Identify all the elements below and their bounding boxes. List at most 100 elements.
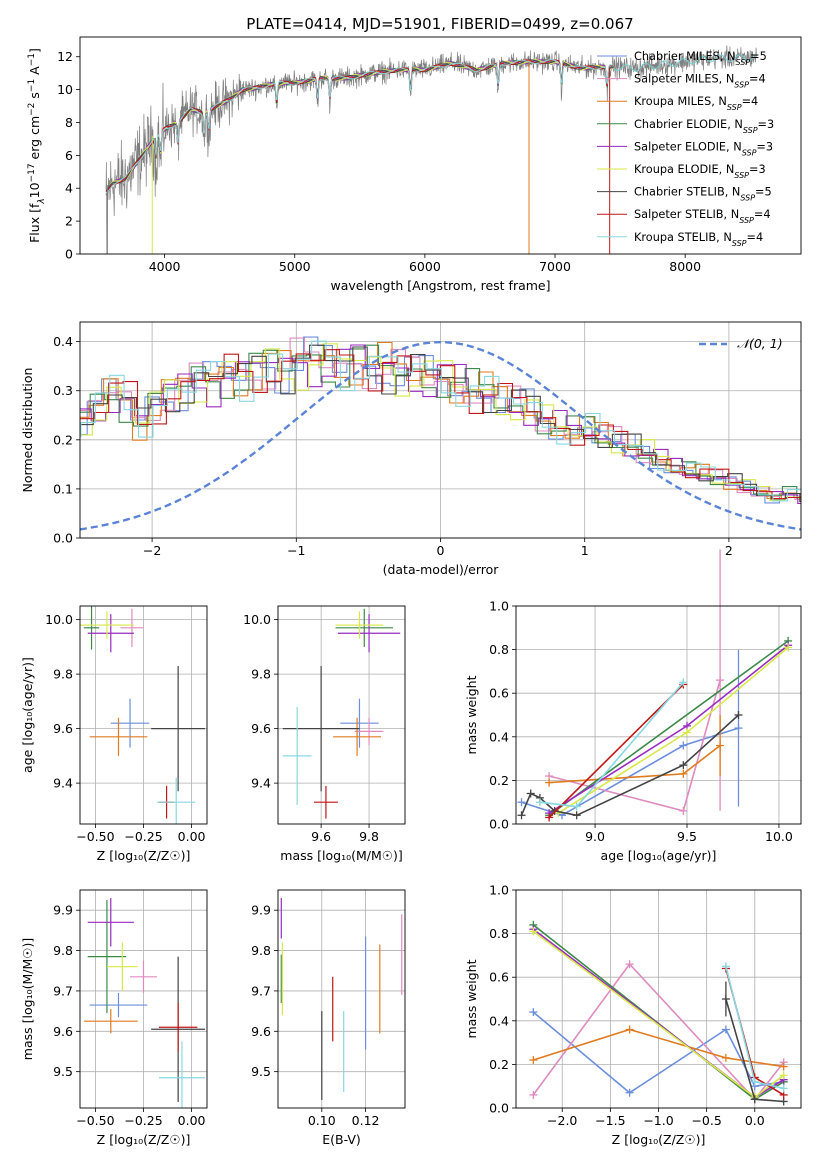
age_vs_mass-panel: 9.6 9.8 9.4 9.6 9.8 10.0 mass [log₁₀(M/M☉)]: [243, 605, 406, 863]
spectrum-panel: 4000 5000 6000 7000 8000 0 2 4 6 8 10 12 wavelength …: [27, 36, 802, 293]
y-axis-label-part: erg cm: [27, 116, 42, 164]
x-tick-label: 0.00: [178, 1113, 206, 1128]
y-tick-label: 4: [65, 181, 73, 196]
model-line-extension: [613, 53, 757, 72]
y-tick-label: 0.8: [489, 926, 509, 941]
legend-label-n: =5: [755, 186, 772, 199]
legend-label-sub: SSP: [735, 58, 750, 67]
y-tick-label: 9.6: [251, 1024, 271, 1039]
x-axis-label: Z [log₁₀(Z/Z☉)]: [612, 1132, 706, 1147]
y-axis-label: mass weight: [464, 675, 479, 754]
legend-label-sub: SSP: [743, 125, 758, 134]
y-tick-label: 0.6: [489, 970, 509, 985]
x-tick-label: 4000: [149, 259, 181, 274]
x-tick-label: 0.0: [745, 1113, 765, 1128]
y-tick-label: 0.4: [489, 729, 509, 744]
legend-label-text: Salpeter ELODIE, N: [634, 140, 742, 153]
x-tick-label: 9.0: [585, 829, 605, 844]
y-tick-label: 9.6: [53, 721, 73, 736]
x-tick-label: 6000: [409, 259, 441, 274]
normal-curve: [79, 341, 802, 531]
x-tick-label: 0.10: [308, 1113, 336, 1128]
y-axis-label-part: A: [27, 66, 42, 79]
x-tick-label: 9.6: [311, 829, 331, 844]
legend-label-n: =3: [756, 140, 773, 153]
legend-label-n: =3: [758, 118, 775, 131]
y-axis-label-part: −1: [27, 79, 37, 92]
y-axis-label-part: −17: [27, 163, 37, 182]
legend-label-text: Kroupa MILES, N: [634, 95, 727, 108]
legend-label-sub: SSP: [727, 103, 742, 112]
y-tick-label: 0.8: [489, 642, 509, 657]
y-tick-label: 0.4: [489, 1013, 509, 1028]
legend-label-chab_elodie: Chabrier ELODIE, NSSP=3: [634, 118, 774, 135]
legend-label-n: =3: [749, 163, 766, 176]
y-tick-label: 9.7: [53, 983, 73, 998]
x-axis-label: Z [log₁₀(Z/Z☉)]: [97, 848, 191, 863]
x-tick-label: 2: [725, 543, 733, 558]
legend-label-krou_stelib: Kroupa STELIB, NSSP=4: [634, 231, 763, 248]
x-tick-label: −2.0: [547, 1113, 577, 1128]
x-tick-label: −1.0: [643, 1113, 673, 1128]
weight-line-chab_elodie: [548, 640, 789, 816]
x-axis-label: Z [log₁₀(Z/Z☉)]: [97, 1132, 191, 1147]
axes-frame: [277, 889, 406, 1109]
legend-label-n: =5: [750, 50, 767, 63]
y-tick-label: 9.9: [251, 903, 271, 918]
legend-label-text: Chabrier STELIB, N: [634, 186, 740, 199]
x-tick-label: −0.5: [691, 1113, 721, 1128]
x-tick-label: 0.12: [352, 1113, 380, 1128]
y-tick-label: 8: [65, 115, 73, 130]
y-tick-label: 1.0: [489, 599, 509, 614]
legend-label-n: =4: [742, 95, 759, 108]
legend-label-sub: SSP: [734, 80, 749, 89]
y-axis-label-part: 10: [27, 182, 42, 198]
y-tick-label: 10.0: [45, 612, 73, 627]
x-tick-label: −0.50: [76, 1113, 114, 1128]
y-tick-label: 0: [65, 247, 73, 262]
x-tick-label: 0.00: [178, 829, 206, 844]
y-tick-label: 0.4: [53, 334, 73, 349]
y-tick-label: 0.0: [489, 817, 509, 832]
legend-label-text: Salpeter MILES, N: [634, 73, 734, 86]
y-tick-label: 0.1: [53, 481, 73, 496]
weight_vs_age-panel: 9.0 9.5 10.0 0.0 0.2 0.4 0.6 0.8 1.0 age [log₁₀(a…: [464, 549, 802, 863]
y-tick-label: 12: [57, 49, 73, 64]
model-line-krou_elodie: [105, 59, 614, 193]
x-tick-label: 1: [581, 543, 589, 558]
y-axis-label-part: λ: [37, 198, 47, 204]
histogram-krou_miles: [80, 341, 801, 500]
legend-label-sub: SSP: [734, 171, 749, 180]
legend-label-chab_miles: Chabrier MILES, NSSP=5: [634, 50, 767, 67]
weight-line-krou_stelib: [539, 681, 684, 808]
x-tick-label: −2: [143, 543, 161, 558]
x-axis-label: (data-model)/error: [383, 562, 500, 577]
y-axis-label-part: Flux [f: [27, 203, 42, 243]
weight-line-krou_miles: [533, 1028, 784, 1068]
mass_vs_ebv-panel: 0.10 0.12 9.5 9.6 9.7 9.8 9.9 E(B-V): [251, 889, 406, 1147]
axes-frame: [515, 605, 802, 825]
x-tick-label: −1.5: [595, 1113, 625, 1128]
legend-label-krou_miles: Kroupa MILES, NSSP=4: [634, 95, 758, 112]
histogram-salp_stelib: [80, 349, 801, 500]
y-axis-label: age [log₁₀(age/yr)]: [20, 657, 35, 773]
x-tick-label: 5000: [279, 259, 311, 274]
y-tick-label: 1.0: [489, 883, 509, 898]
legend-label-text: Kroupa STELIB, N: [634, 231, 732, 244]
x-tick-label: −1: [287, 543, 305, 558]
y-axis-label: Flux [fλ10−17 erg cm−2 s−1 A−1]: [27, 48, 47, 243]
figure-title: PLATE=0414, MJD=51901, FIBERID=0499, z=0…: [246, 15, 633, 33]
y-tick-label: 9.6: [53, 1024, 73, 1039]
x-tick-label: 9.5: [677, 829, 697, 844]
x-tick-label: 10.0: [765, 829, 793, 844]
y-tick-label: 9.5: [53, 1064, 73, 1079]
histogram-chab_stelib: [80, 344, 801, 503]
legend-label-sub: SSP: [740, 193, 755, 202]
legend-label-salp_stelib: Salpeter STELIB, NSSP=4: [634, 208, 771, 225]
y-tick-label: 0.3: [53, 383, 73, 398]
y-tick-label: 9.4: [53, 776, 73, 791]
y-tick-label: 9.7: [251, 983, 271, 998]
weight-line-salp_stelib: [548, 683, 684, 819]
legend-label-text: Chabrier ELODIE, N: [634, 118, 743, 131]
